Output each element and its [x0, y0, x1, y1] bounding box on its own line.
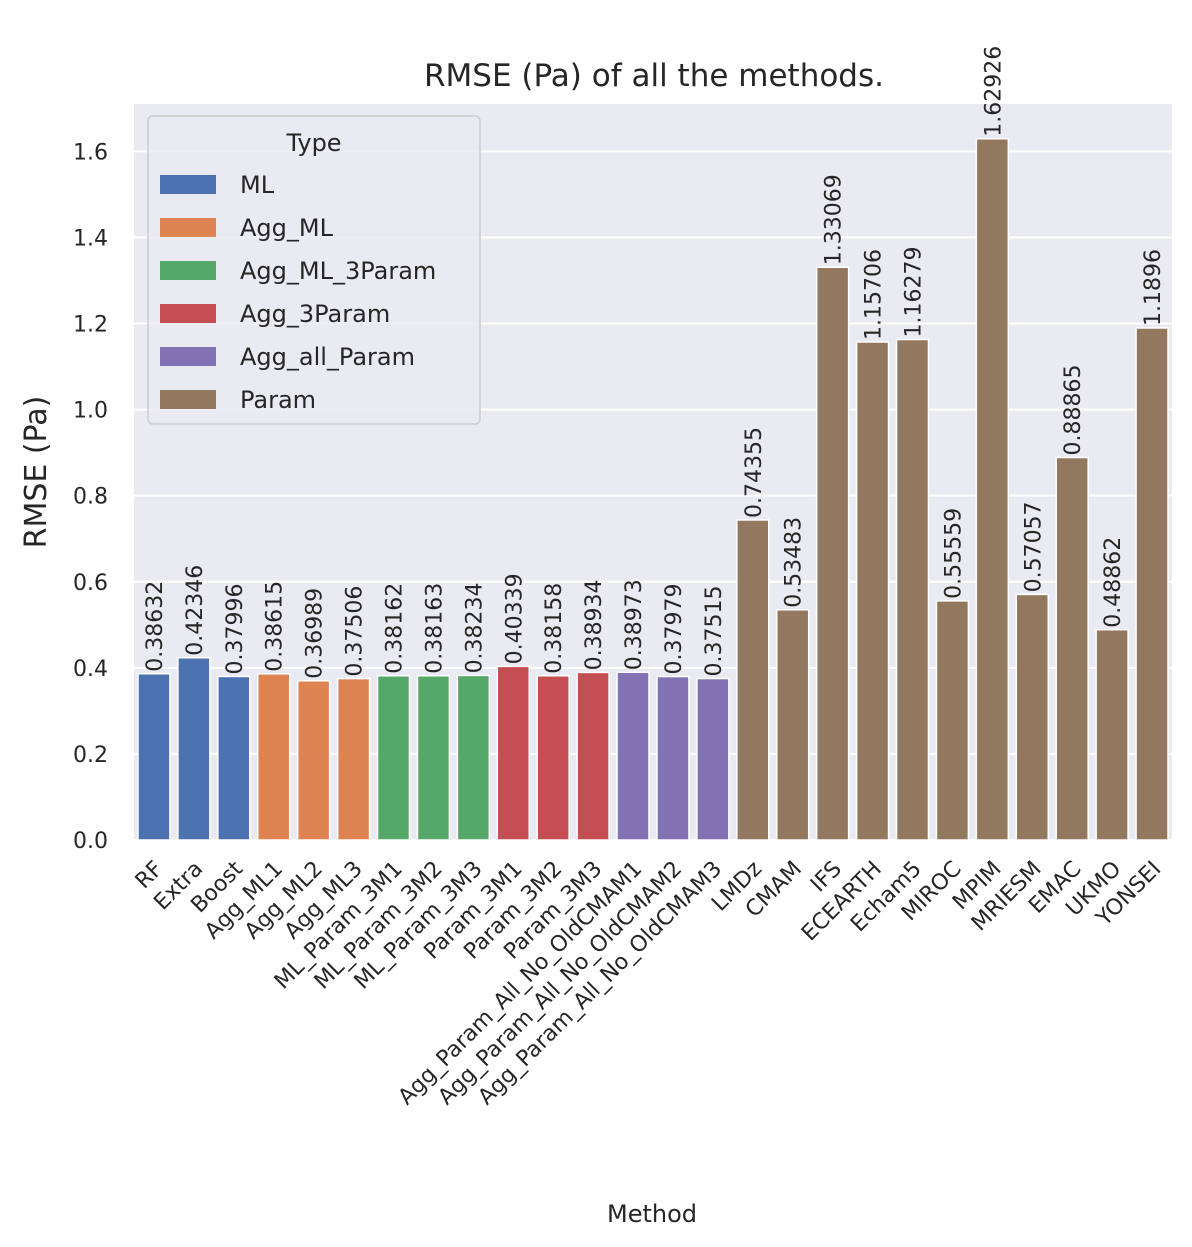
y-tick-label: 0.2: [73, 743, 108, 768]
bar-value-label: 0.38615: [263, 581, 288, 672]
bar-value-label: 0.38162: [383, 583, 408, 674]
bar-value-label: 0.37996: [223, 583, 248, 674]
bar: [815, 266, 850, 841]
bar: [376, 674, 411, 841]
bar-value-label: 1.62926: [981, 46, 1006, 137]
bar: [975, 138, 1010, 841]
bar-value-label: 0.37506: [343, 586, 368, 677]
bar: [137, 672, 171, 841]
bar-value-label: 0.37979: [662, 584, 687, 675]
bar: [536, 675, 570, 841]
bar: [456, 674, 491, 841]
legend-entry-label: Agg_3Param: [240, 300, 390, 328]
bar: [217, 675, 251, 841]
bar: [177, 656, 211, 841]
bar-value-label: 0.40339: [502, 573, 527, 664]
bar: [296, 680, 331, 841]
bar: [1015, 593, 1049, 841]
bar: [1135, 327, 1169, 841]
bar-value-label: 0.37515: [702, 586, 727, 677]
y-tick-label: 1.4: [73, 226, 108, 251]
bar: [336, 677, 371, 841]
bar-value-label: 0.38163: [422, 583, 447, 674]
bar-value-label: 0.36989: [303, 588, 328, 679]
legend-title: Type: [285, 129, 341, 157]
y-tick-label: 0.8: [73, 485, 108, 510]
legend-entry-label: Agg_all_Param: [240, 343, 415, 371]
bar: [257, 673, 291, 841]
bar: [616, 671, 650, 841]
legend-entry-label: Agg_ML_3Param: [240, 257, 436, 285]
bar-value-label: 0.88865: [1061, 365, 1086, 456]
legend-box: [147, 115, 481, 425]
y-axis-title: RMSE (Pa): [19, 396, 54, 549]
y-tick-label: 1.2: [73, 313, 108, 338]
legend-swatch: [160, 261, 216, 280]
bar-value-label: 0.38632: [143, 581, 168, 672]
bar: [416, 674, 451, 841]
bar-value-labels: 0.38632 0.42346 0.37996 0.38615 0.36989 0.375…: [143, 46, 1166, 679]
legend-entry-label: Agg_ML: [240, 214, 334, 242]
chart-title: RMSE (Pa) of all the methods.: [424, 58, 884, 94]
y-tick-label: 0.0: [73, 829, 108, 854]
bar: [895, 338, 930, 841]
y-tick-label: 1.6: [73, 140, 108, 165]
y-tick-label: 0.6: [73, 571, 108, 596]
legend-swatch: [160, 175, 216, 194]
bar: [576, 671, 610, 841]
bar: [935, 600, 970, 841]
bar-value-label: 0.38934: [582, 579, 607, 670]
bar-value-label: 0.38973: [622, 579, 647, 670]
y-tick-labels: 0.0 0.2 0.4 0.6 0.8 1.0 1.2 1.4 1.6: [73, 140, 108, 854]
legend-swatch: [160, 347, 216, 366]
bar-value-label: 0.57057: [1021, 501, 1046, 592]
legend: Type ML Agg_ML Agg_ML_3Param Agg_3Param Agg_…: [147, 115, 481, 425]
bar: [776, 609, 810, 841]
bar: [1055, 456, 1089, 841]
bar: [855, 341, 890, 841]
bar-value-label: 0.74355: [742, 427, 767, 518]
y-tick-label: 1.0: [73, 399, 108, 424]
bar-value-label: 1.15706: [862, 249, 887, 340]
bar-value-label: 0.38234: [462, 582, 487, 673]
bar-value-label: 0.42346: [183, 565, 208, 656]
bar: [656, 675, 690, 841]
y-tick-label: 0.4: [73, 657, 108, 682]
bar-value-label: 0.38158: [542, 583, 567, 674]
bar: [1095, 628, 1129, 841]
legend-entry-label: ML: [240, 171, 275, 199]
bar-value-label: 0.53483: [782, 517, 807, 608]
x-axis-title: Method: [607, 1200, 697, 1228]
legend-swatch: [160, 390, 216, 409]
bar: [736, 519, 770, 841]
bar-value-label: 0.55559: [941, 508, 966, 599]
bar-value-label: 1.33069: [822, 174, 847, 265]
legend-swatch: [160, 218, 216, 237]
x-tick-labels: RFExtraBoostAgg_ML1Agg_ML2Agg_ML3ML_Para…: [131, 856, 1167, 1110]
bar: [496, 665, 530, 841]
bar: [696, 677, 730, 841]
bar-value-label: 1.1896: [1141, 249, 1166, 326]
bar-value-label: 1.16279: [902, 247, 927, 338]
bars: [137, 138, 1169, 841]
legend-swatch: [160, 304, 216, 323]
legend-entry-label: Param: [240, 386, 316, 414]
bar-value-label: 0.48862: [1101, 537, 1126, 628]
